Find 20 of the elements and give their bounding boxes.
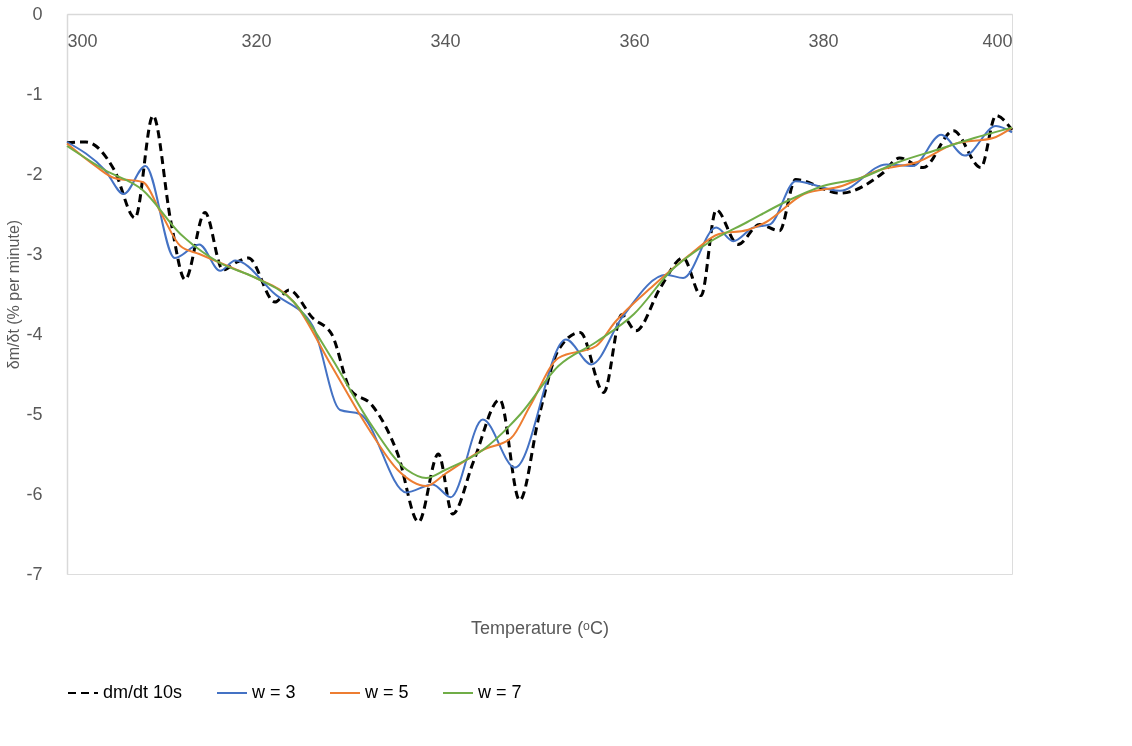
x-tick-label: 380 xyxy=(808,30,839,51)
y-tick-label: -2 xyxy=(26,163,43,184)
legend-label: w = 3 xyxy=(251,682,296,702)
x-axis-title: Temperature (ᵒC) xyxy=(471,617,609,638)
x-tick-label: 320 xyxy=(241,30,272,51)
y-tick-label: -6 xyxy=(26,483,43,504)
y-axis-title: δm/δt (% per minute) xyxy=(5,219,23,370)
x-tick-label: 300 xyxy=(67,30,98,51)
y-tick-label: -4 xyxy=(26,323,43,344)
legend-label: w = 7 xyxy=(477,682,522,702)
x-tick-label: 360 xyxy=(619,30,650,51)
y-tick-label: -5 xyxy=(26,403,43,424)
x-tick-label: 400 xyxy=(982,30,1013,51)
y-tick-label: -3 xyxy=(26,243,43,264)
legend-label: dm/dt 10s xyxy=(103,682,183,702)
y-tick-label: -7 xyxy=(26,563,43,584)
y-tick-label: -1 xyxy=(26,83,43,104)
legend-label: w = 5 xyxy=(364,682,409,702)
x-tick-label: 340 xyxy=(430,30,461,51)
y-tick-label: 0 xyxy=(32,3,43,24)
